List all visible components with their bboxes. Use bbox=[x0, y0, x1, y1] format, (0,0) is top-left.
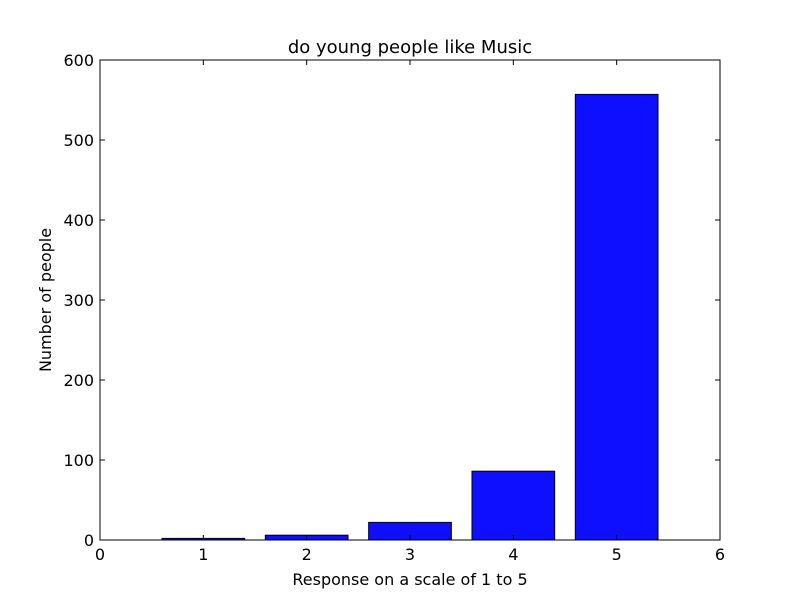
bar-5 bbox=[574, 93, 659, 541]
x-axis-label: Response on a scale of 1 to 5 bbox=[292, 570, 527, 589]
x-tick-label-3: 3 bbox=[405, 545, 415, 564]
x-tick-label-1: 1 bbox=[198, 545, 208, 564]
y-tick-label-600: 600 bbox=[63, 51, 94, 70]
chart-title: do young people like Music bbox=[288, 37, 532, 58]
x-tick-label-2: 2 bbox=[302, 545, 312, 564]
x-tick-label-4: 4 bbox=[508, 545, 518, 564]
x-tick-label-5: 5 bbox=[612, 545, 622, 564]
plot-area-frame bbox=[99, 59, 721, 541]
x-tick-label-6: 6 bbox=[715, 545, 725, 564]
x-tick-label-0: 0 bbox=[95, 545, 105, 564]
y-tick-label-100: 100 bbox=[63, 451, 94, 470]
y-tick-label-300: 300 bbox=[63, 291, 94, 310]
y-tick-label-200: 200 bbox=[63, 371, 94, 390]
y-axis-label: Number of people bbox=[36, 228, 55, 372]
bar-4 bbox=[471, 470, 556, 541]
y-tick-label-500: 500 bbox=[63, 131, 94, 150]
y-tick-label-0: 0 bbox=[84, 531, 94, 550]
y-tick-label-400: 400 bbox=[63, 211, 94, 230]
bars-group bbox=[161, 93, 659, 541]
tick-labels-group: 0 1 2 3 4 5 6 0 100 200 300 400 500 600 bbox=[63, 51, 725, 564]
